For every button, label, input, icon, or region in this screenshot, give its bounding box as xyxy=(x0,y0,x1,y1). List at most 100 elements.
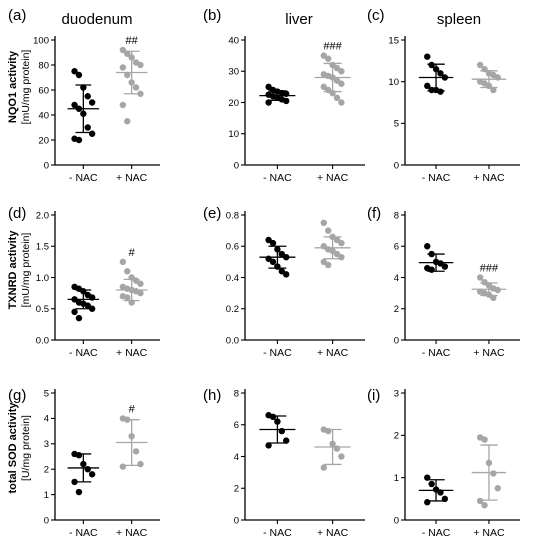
panel-g: (g) 0 1 2 3 4 5 - NAC + NAC # xyxy=(8,387,160,538)
row-label-sod: total SOD activity xyxy=(7,402,19,494)
point-g-0-1 xyxy=(75,452,83,459)
point-c-0-8 xyxy=(437,88,444,95)
significance-f-1: ### xyxy=(480,263,499,275)
point-e-0-7 xyxy=(274,263,281,270)
point-b-1-9 xyxy=(338,80,345,87)
point-g-0-2 xyxy=(80,460,87,468)
point-g-1-4 xyxy=(137,460,144,468)
y-tick-label-h-3: 6 xyxy=(234,420,239,431)
point-g-1-1 xyxy=(124,416,131,423)
y-tick-label-d-1: 0.5 xyxy=(36,304,49,315)
x-tick-label-e-0: - NAC xyxy=(263,347,292,359)
row-label-sod-unit: [U/mg protein] xyxy=(20,415,32,481)
point-h-1-4 xyxy=(338,453,345,460)
point-e-1-4 xyxy=(338,239,345,247)
point-c-1-4 xyxy=(494,74,501,81)
panel-d: (d) 0.0 0.5 1.0 1.5 2.0 - NAC + NAC # xyxy=(8,205,160,359)
y-tick-label-b-3: 30 xyxy=(228,67,239,78)
y-tick-label-h-1: 2 xyxy=(234,484,239,495)
y-tick-label-f-3: 6 xyxy=(394,242,399,253)
panel-h: (h) 0 2 4 6 8 - NAC + NAC xyxy=(203,387,365,538)
point-a-0-8 xyxy=(84,124,91,131)
point-g-0-3 xyxy=(84,466,91,473)
y-tick-label-a-4: 80 xyxy=(38,60,49,71)
y-tick-label-e-2: 0.4 xyxy=(226,273,239,284)
point-c-0-6 xyxy=(428,86,435,94)
x-tick-label-c-1: + NAC xyxy=(473,172,505,184)
point-a-1-0 xyxy=(119,46,127,54)
panel-letter-i: (i) xyxy=(367,387,380,404)
point-h-0-3 xyxy=(278,427,285,435)
y-tick-label-i-1: 1 xyxy=(394,473,399,484)
point-b-1-14 xyxy=(338,99,345,106)
panel-c: (c) 0 5 10 15 - NAC + NAC xyxy=(367,7,520,184)
row-label-txnrd: TXNRD activity xyxy=(7,230,19,310)
point-f-1-0 xyxy=(476,274,484,281)
point-d-1-9 xyxy=(137,289,144,297)
x-tick-label-h-0: - NAC xyxy=(263,527,292,538)
point-a-0-5 xyxy=(71,101,78,109)
point-e-0-6 xyxy=(269,258,277,266)
point-f-0-0 xyxy=(424,243,431,250)
y-tick-label-i-3: 3 xyxy=(394,388,399,399)
point-e-0-2 xyxy=(274,246,281,253)
point-i-1-2 xyxy=(485,459,493,467)
x-tick-label-d-1: + NAC xyxy=(116,347,148,359)
point-c-0-2 xyxy=(432,65,440,73)
y-tick-label-e-0: 0.0 xyxy=(226,335,239,346)
point-h-1-1 xyxy=(325,427,332,435)
panel-a: (a) 0 20 40 60 80 100 - NAC + NAC ## xyxy=(8,7,160,184)
point-a-0-7 xyxy=(80,110,87,117)
point-e-0-1 xyxy=(269,239,277,247)
point-i-0-1 xyxy=(428,480,435,488)
point-a-1-11 xyxy=(124,118,131,125)
y-tick-label-e-1: 0.2 xyxy=(226,304,239,315)
point-c-0-0 xyxy=(424,53,431,60)
y-tick-label-g-4: 4 xyxy=(44,414,49,425)
point-c-1-1 xyxy=(481,65,488,73)
x-tick-label-f-1: + NAC xyxy=(473,347,505,359)
point-h-0-4 xyxy=(283,437,290,444)
point-i-1-6 xyxy=(481,501,488,509)
y-tick-label-d-4: 2.0 xyxy=(36,210,49,221)
panel-letter-f: (f) xyxy=(367,205,381,222)
column-title-spleen: spleen xyxy=(437,11,481,28)
panel-i: (i) 0 1 2 3 - NAC + NAC xyxy=(367,387,520,538)
y-tick-label-e-4: 0.8 xyxy=(226,210,239,221)
point-h-0-5 xyxy=(265,442,272,449)
panel-letter-e: (e) xyxy=(203,205,221,222)
point-a-1-6 xyxy=(124,71,131,79)
y-tick-label-c-0: 0 xyxy=(394,160,399,171)
panel-letter-h: (h) xyxy=(203,387,221,404)
point-a-0-9 xyxy=(88,130,96,137)
point-e-1-11 xyxy=(325,261,332,269)
panel-letter-g: (g) xyxy=(8,387,26,404)
panel-letter-a: (a) xyxy=(8,7,26,24)
point-d-0-10 xyxy=(71,308,78,316)
x-tick-label-i-0: - NAC xyxy=(422,527,451,538)
point-b-1-12 xyxy=(329,89,336,97)
point-g-0-5 xyxy=(71,478,78,486)
point-h-0-1 xyxy=(269,413,277,421)
point-i-0-5 xyxy=(424,499,431,506)
point-b-0-4 xyxy=(283,90,290,97)
y-tick-label-f-4: 8 xyxy=(394,210,399,221)
y-tick-label-d-2: 1.0 xyxy=(36,273,49,284)
x-tick-label-g-0: - NAC xyxy=(69,527,98,538)
significance-g-1: # xyxy=(129,403,136,415)
point-f-0-1 xyxy=(428,250,435,258)
x-tick-label-d-0: - NAC xyxy=(69,347,98,359)
point-a-1-1 xyxy=(124,50,131,57)
point-a-1-2 xyxy=(128,54,135,61)
point-a-0-1 xyxy=(75,71,83,79)
point-e-1-0 xyxy=(320,219,327,227)
point-e-1-1 xyxy=(325,227,332,234)
point-a-0-3 xyxy=(84,93,91,100)
point-g-1-2 xyxy=(128,432,135,440)
y-tick-label-d-0: 0.0 xyxy=(36,335,49,346)
point-i-1-3 xyxy=(490,470,497,477)
point-c-0-5 xyxy=(424,82,431,90)
point-a-1-4 xyxy=(137,61,144,69)
y-tick-label-a-1: 20 xyxy=(38,135,49,146)
